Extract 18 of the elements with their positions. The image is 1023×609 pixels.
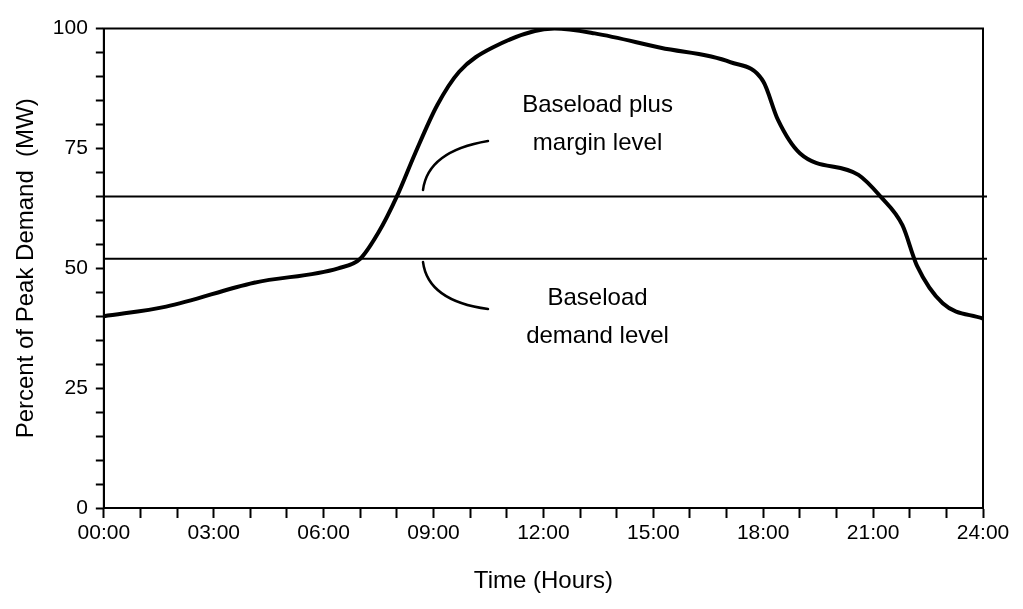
- y-tick-label: 75: [64, 135, 88, 159]
- x-tick-label: 09:00: [407, 520, 460, 544]
- x-tick-label: 15:00: [627, 520, 680, 544]
- x-tick-label: 03:00: [187, 520, 241, 544]
- ref-line-label: Baseload plus margin level: [522, 90, 673, 156]
- y-axis-title: Percent of Peak Demand (MW): [11, 98, 39, 439]
- x-tick-label: 12:00: [517, 520, 570, 544]
- x-axis-title: Time (Hours): [473, 566, 613, 594]
- ref-line-label: Baseload demand level: [526, 283, 669, 349]
- x-tick-label: 06:00: [297, 520, 350, 544]
- x-tick-label: 18:00: [736, 520, 790, 544]
- y-tick-label: 25: [64, 374, 88, 398]
- x-tick-label: 24:00: [956, 520, 1010, 544]
- x-tick-label: 21:00: [846, 520, 900, 544]
- x-tick-label: 00:00: [77, 520, 131, 544]
- y-tick-label: 100: [52, 15, 88, 39]
- y-tick-label: 50: [64, 255, 88, 279]
- y-tick-label: 0: [76, 494, 88, 518]
